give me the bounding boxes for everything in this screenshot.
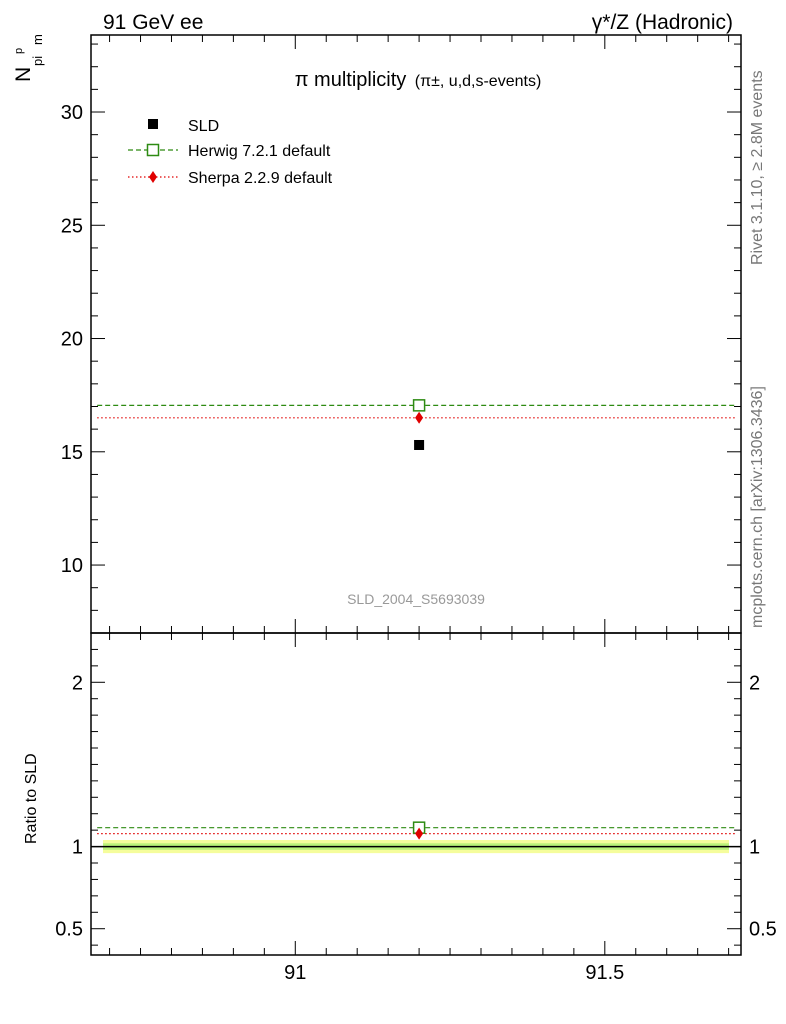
y-axis-label: N pi p m <box>12 34 45 82</box>
ratio-y-tick-label-left: 0.5 <box>55 919 83 941</box>
x-tick-label: 91 <box>284 962 306 984</box>
header-left: 91 GeV ee <box>103 11 203 34</box>
legend: SLD Herwig 7.2.1 default Sherpa 2.2.9 de… <box>128 118 333 187</box>
herwig-marker <box>412 399 426 412</box>
y-tick-label: 10 <box>61 555 83 577</box>
ratio-y-tick-label-left: 1 <box>72 837 83 859</box>
mcplots-label: mcplots.cern.ch [arXiv:1306.3436] <box>749 386 766 628</box>
legend-marker-herwig <box>146 143 160 157</box>
chart-title-sub: (π±, u,d,s-events) <box>415 73 542 90</box>
chart-title-main: π multiplicity <box>295 69 407 91</box>
legend-marker-sherpa <box>149 171 157 183</box>
ratio-sherpa-marker <box>415 827 424 840</box>
y-tick-label: 25 <box>61 215 83 237</box>
ratio-y-tick-label-left: 2 <box>72 672 83 694</box>
ratio-frame <box>90 632 742 956</box>
x-tick-label: 91.5 <box>585 962 624 984</box>
y-axis-label-sub: pi <box>30 56 45 66</box>
ratio-y-tick-label-right: 0.5 <box>749 919 777 941</box>
y-axis-label-sup: p <box>13 48 25 54</box>
svg-text:π multiplicity (π±, u,d,: π multiplicity (π±, u,d,s-events) <box>295 69 542 91</box>
legend-label-sherpa: Sherpa 2.2.9 default <box>188 170 333 187</box>
main-axes: 10 15 20 25 30 <box>61 34 742 634</box>
sld-data-point <box>414 439 425 450</box>
y-axis-label-main: N <box>12 67 35 82</box>
y-tick-label: 15 <box>61 442 83 464</box>
ratio-marks <box>91 821 741 854</box>
ratio-y-tick-label-right: 2 <box>749 672 760 694</box>
ratio-axes: 91 91.5 0.5 0.5 1 1 2 2 <box>55 632 777 984</box>
legend-label-herwig: Herwig 7.2.1 default <box>188 143 331 160</box>
y-tick-label: 30 <box>61 102 83 124</box>
y-axis-label-sub2: m <box>30 34 45 45</box>
header-right: γ*/Z (Hadronic) <box>592 11 733 34</box>
legend-label-sld: SLD <box>188 118 219 135</box>
ratio-y-axis-label: Ratio to SLD <box>23 753 40 844</box>
main-marks <box>97 399 735 450</box>
analysis-id-label: SLD_2004_S5693039 <box>347 591 485 607</box>
chart-title: π multiplicity (π±, u,d,s-events) <box>295 69 542 91</box>
y-tick-label: 20 <box>61 329 83 351</box>
rivet-label: Rivet 3.1.10, ≥ 2.8M events <box>749 70 766 265</box>
sherpa-marker <box>415 411 424 424</box>
legend-marker-sld <box>148 119 158 129</box>
ratio-y-tick-label-right: 1 <box>749 837 760 859</box>
